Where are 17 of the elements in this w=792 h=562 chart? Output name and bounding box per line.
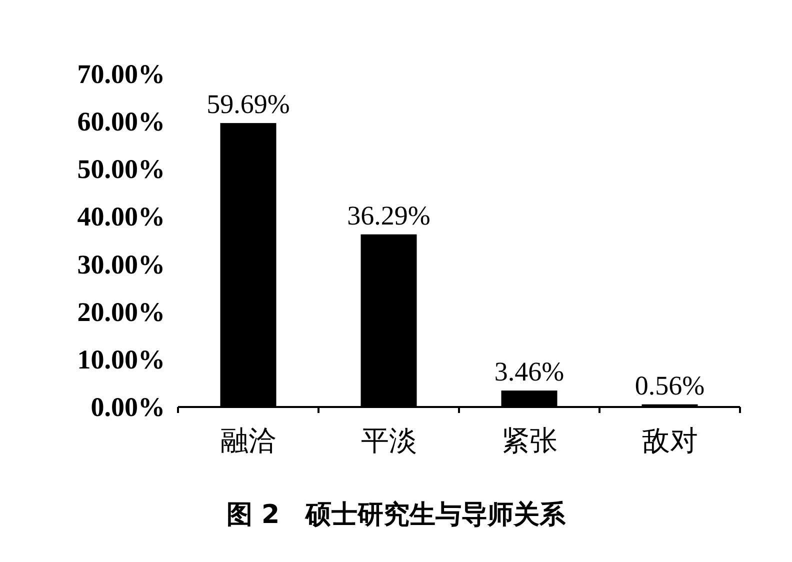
text: 图 2 硕士研究生与导师关系 — [226, 500, 567, 530]
y-tick-label: 10.00% — [77, 344, 165, 374]
y-tick-label: 30.00% — [77, 249, 165, 280]
y-tick-label: 0.00% — [90, 392, 165, 422]
y-tick-label: 20.00% — [77, 296, 165, 327]
data-label: 59.69% — [206, 89, 290, 120]
y-tick-label: 70.00% — [77, 59, 165, 89]
y-tick-label: 40.00% — [77, 202, 165, 232]
y-tick-label: 50.00% — [77, 154, 165, 184]
x-tick-label: 敌对 — [642, 426, 698, 457]
data-label: 36.29% — [347, 200, 430, 230]
x-tick-label: 平淡 — [360, 426, 417, 457]
data-label: 3.46% — [494, 356, 564, 387]
data-label: 0.56% — [634, 370, 705, 400]
x-tick-label: 紧张 — [501, 426, 558, 457]
y-tick-label: 60.00% — [77, 106, 165, 137]
x-tick-label: 融洽 — [220, 426, 276, 457]
